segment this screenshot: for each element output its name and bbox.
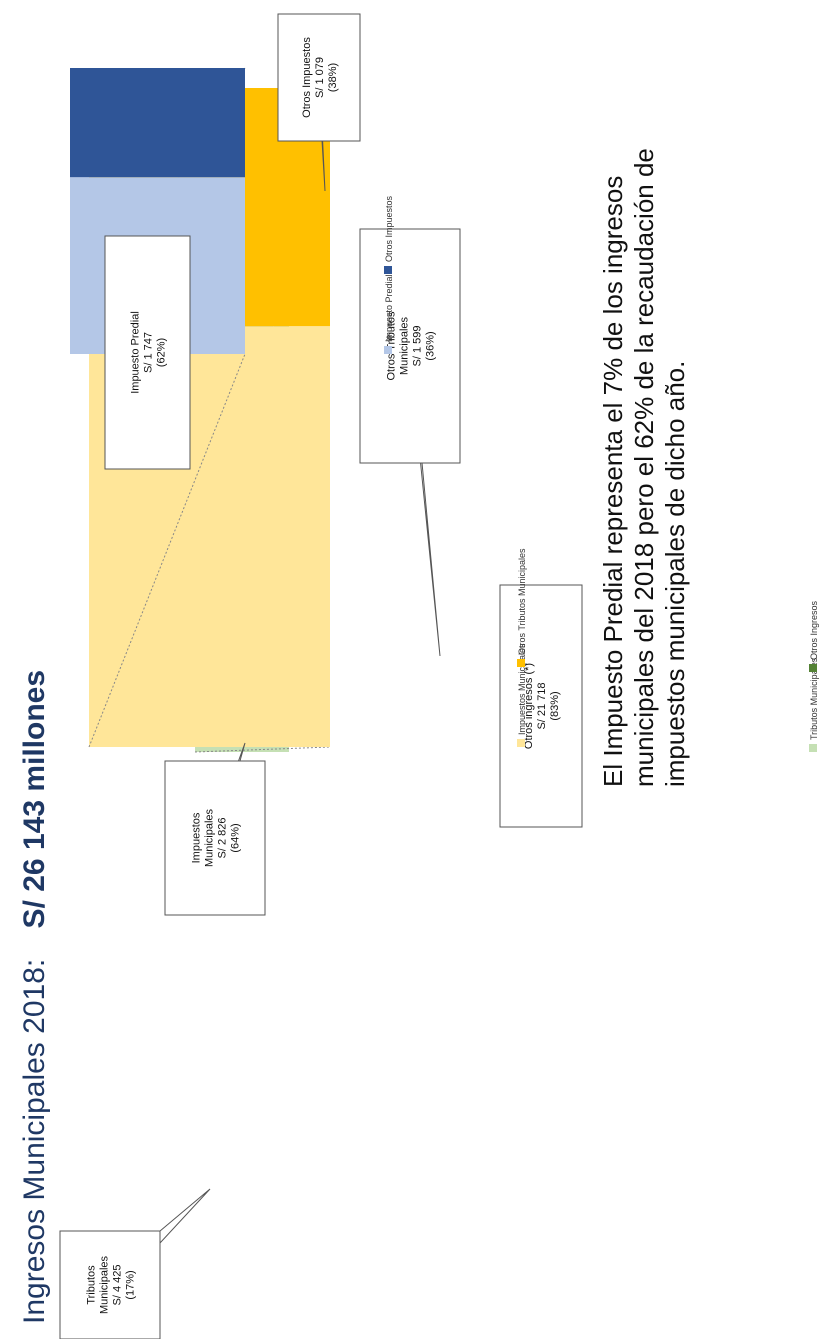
callout-text-1-1-3: (36%) [425,331,437,360]
callout-text-1-1-0: Otros Tributos [386,311,398,381]
callout-text-2-0-1: S/ 1 747 [143,332,155,373]
callout-text-2-0-2: (62%) [156,338,168,367]
callout-box-0-0 [59,1230,161,1339]
legend-label-1-0: Impuestos Municipales [517,643,527,735]
legend-label-0-1: Otros Ingresos [809,600,819,660]
callout-text-0-1-0: Otros ingresos (*) [523,663,535,749]
callout-text-2-1-0: Otros Impuestos [301,37,313,118]
legend-label-0-0: Tributos Municipales [809,657,819,740]
callout-text-1-0-1: Municipales [204,808,216,867]
legend-swatch-1-1 [517,659,525,667]
callout-text-0-1-1: S/ 21 718 [536,682,548,729]
callout-box-2-0 [104,235,191,470]
callout-text-0-0-0: Tributos [86,1265,98,1305]
conclusion-note: El Impuesto Predial representa el 7% de … [598,148,690,787]
legend-label-2-1: Otros Impuestos [384,195,394,262]
callout-text-2-0-0: Impuesto Predial [130,311,142,394]
legend-swatch-2-1 [384,266,392,274]
callout-text-1-1-1: Municipales [399,316,411,375]
callout-text-1-0-3: (64%) [230,823,242,852]
legend-swatch-0-1 [809,664,817,672]
bar-segment-2-1 [70,67,245,178]
callout-box-1-0 [164,760,266,916]
callout-text-1-0-2: S/ 2 826 [217,818,229,859]
callout-text-0-0-3: (17%) [125,1270,137,1299]
callout-text-1-0-0: Impuestos [191,812,203,863]
connector-start-1 [88,353,246,748]
callout-text-2-1-2: (38%) [327,63,339,92]
callout-text-0-0-1: Municipales [99,1255,111,1314]
legend-swatch-2-0 [384,346,392,354]
legend-swatch-0-0 [809,744,817,752]
callout-box-1-1 [359,228,461,464]
legend-label-1-1: Otros Tributos Municipales [517,548,527,655]
callout-box-2-1 [277,13,361,142]
legend-label-2-0: Impuesto Predial [384,274,394,342]
callout-text-0-0-2: S/ 4 425 [112,1265,124,1306]
connector-start-0 [194,746,331,753]
callout-text-2-1-1: S/ 1 079 [314,57,326,98]
callout-text-1-1-2: S/ 1 599 [412,326,424,367]
callout-text-0-1-2: (83%) [549,691,561,720]
legend-swatch-1-0 [517,739,525,747]
callout-box-0-1 [499,584,583,828]
